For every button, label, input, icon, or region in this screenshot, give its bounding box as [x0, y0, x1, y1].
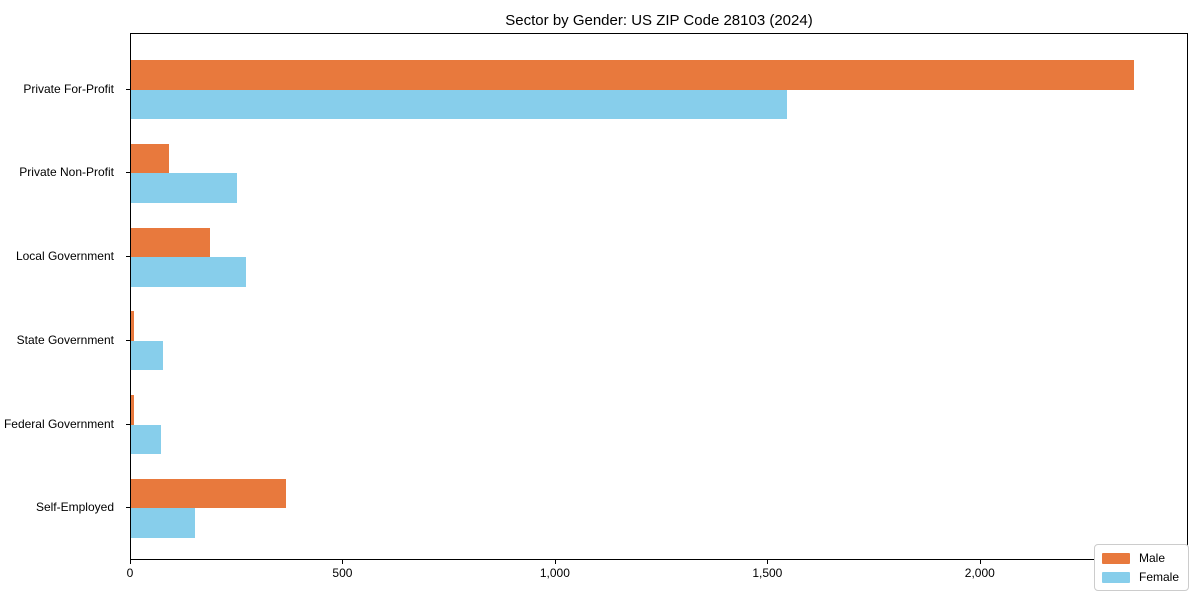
- x-tick-label: 1,500: [752, 566, 783, 580]
- bar-female-2: [131, 257, 246, 287]
- x-tick-label: 0: [126, 566, 134, 580]
- x-tick-label: 500: [332, 566, 353, 580]
- bar-female-4: [131, 424, 161, 454]
- bar-female-3: [131, 340, 163, 371]
- bar-female-0: [131, 89, 788, 120]
- bar-male-5: [131, 478, 287, 509]
- chart-title: Sector by Gender: US ZIP Code 28103 (202…: [505, 12, 813, 29]
- legend-label: Female: [1138, 570, 1179, 584]
- bar-male-0: [131, 60, 1134, 90]
- bar-female-1: [131, 173, 238, 203]
- legend-swatch-male: [1101, 552, 1130, 564]
- bar-female-5: [131, 508, 195, 538]
- legend-entry-male: Male: [1101, 551, 1179, 565]
- legend-entry-female: Female: [1101, 570, 1179, 584]
- x-tick-label: 1,000: [539, 566, 570, 580]
- plot-area: [130, 33, 1188, 560]
- category-label: Private Non-Profit: [19, 165, 114, 180]
- y-tick-mark: [126, 88, 130, 90]
- bar-male-2: [131, 227, 210, 258]
- bar-male-4: [131, 395, 134, 425]
- y-tick-mark: [126, 507, 130, 509]
- category-label: Local Government: [15, 249, 114, 264]
- bar-male-3: [131, 311, 134, 341]
- y-tick-mark: [126, 423, 130, 425]
- legend-swatch-female: [1101, 571, 1130, 583]
- x-tick-label: 2,000: [964, 566, 995, 580]
- y-tick-mark: [126, 256, 130, 258]
- category-label: Self-Employed: [35, 500, 114, 515]
- category-label: Federal Government: [3, 416, 114, 431]
- category-label: State Government: [16, 332, 114, 347]
- category-label: Private For-Profit: [23, 81, 114, 96]
- y-tick-mark: [126, 339, 130, 341]
- legend-label: Male: [1138, 551, 1165, 565]
- x-tick-mark: [554, 560, 556, 564]
- x-tick-mark: [342, 560, 344, 564]
- x-tick-mark: [130, 560, 131, 564]
- x-tick-mark: [979, 560, 981, 564]
- bar-male-1: [131, 143, 170, 174]
- legend: Male Female: [1093, 544, 1189, 591]
- y-tick-mark: [126, 172, 130, 174]
- x-tick-mark: [767, 560, 769, 564]
